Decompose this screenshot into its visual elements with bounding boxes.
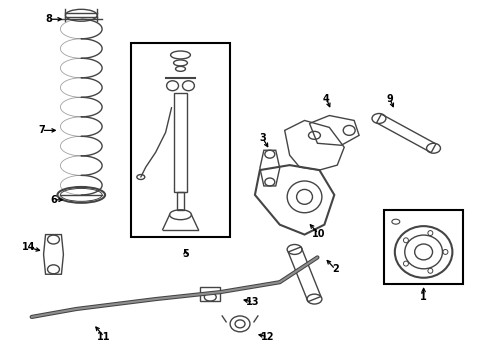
Text: 12: 12 <box>261 332 274 342</box>
Text: 6: 6 <box>50 195 57 205</box>
Bar <box>384 210 464 284</box>
Text: 4: 4 <box>323 94 330 104</box>
Text: 5: 5 <box>182 249 189 260</box>
Text: 1: 1 <box>420 292 427 302</box>
Text: 14: 14 <box>22 243 35 252</box>
Text: 13: 13 <box>246 297 260 307</box>
Bar <box>176 192 184 210</box>
Text: 8: 8 <box>45 14 52 24</box>
Text: 3: 3 <box>260 133 266 143</box>
Text: 7: 7 <box>38 125 45 135</box>
Bar <box>173 93 188 192</box>
Bar <box>200 287 220 301</box>
Text: 2: 2 <box>332 264 339 274</box>
Text: 10: 10 <box>312 229 325 239</box>
Bar <box>131 43 230 237</box>
Text: 11: 11 <box>98 332 111 342</box>
Text: 9: 9 <box>387 94 393 104</box>
